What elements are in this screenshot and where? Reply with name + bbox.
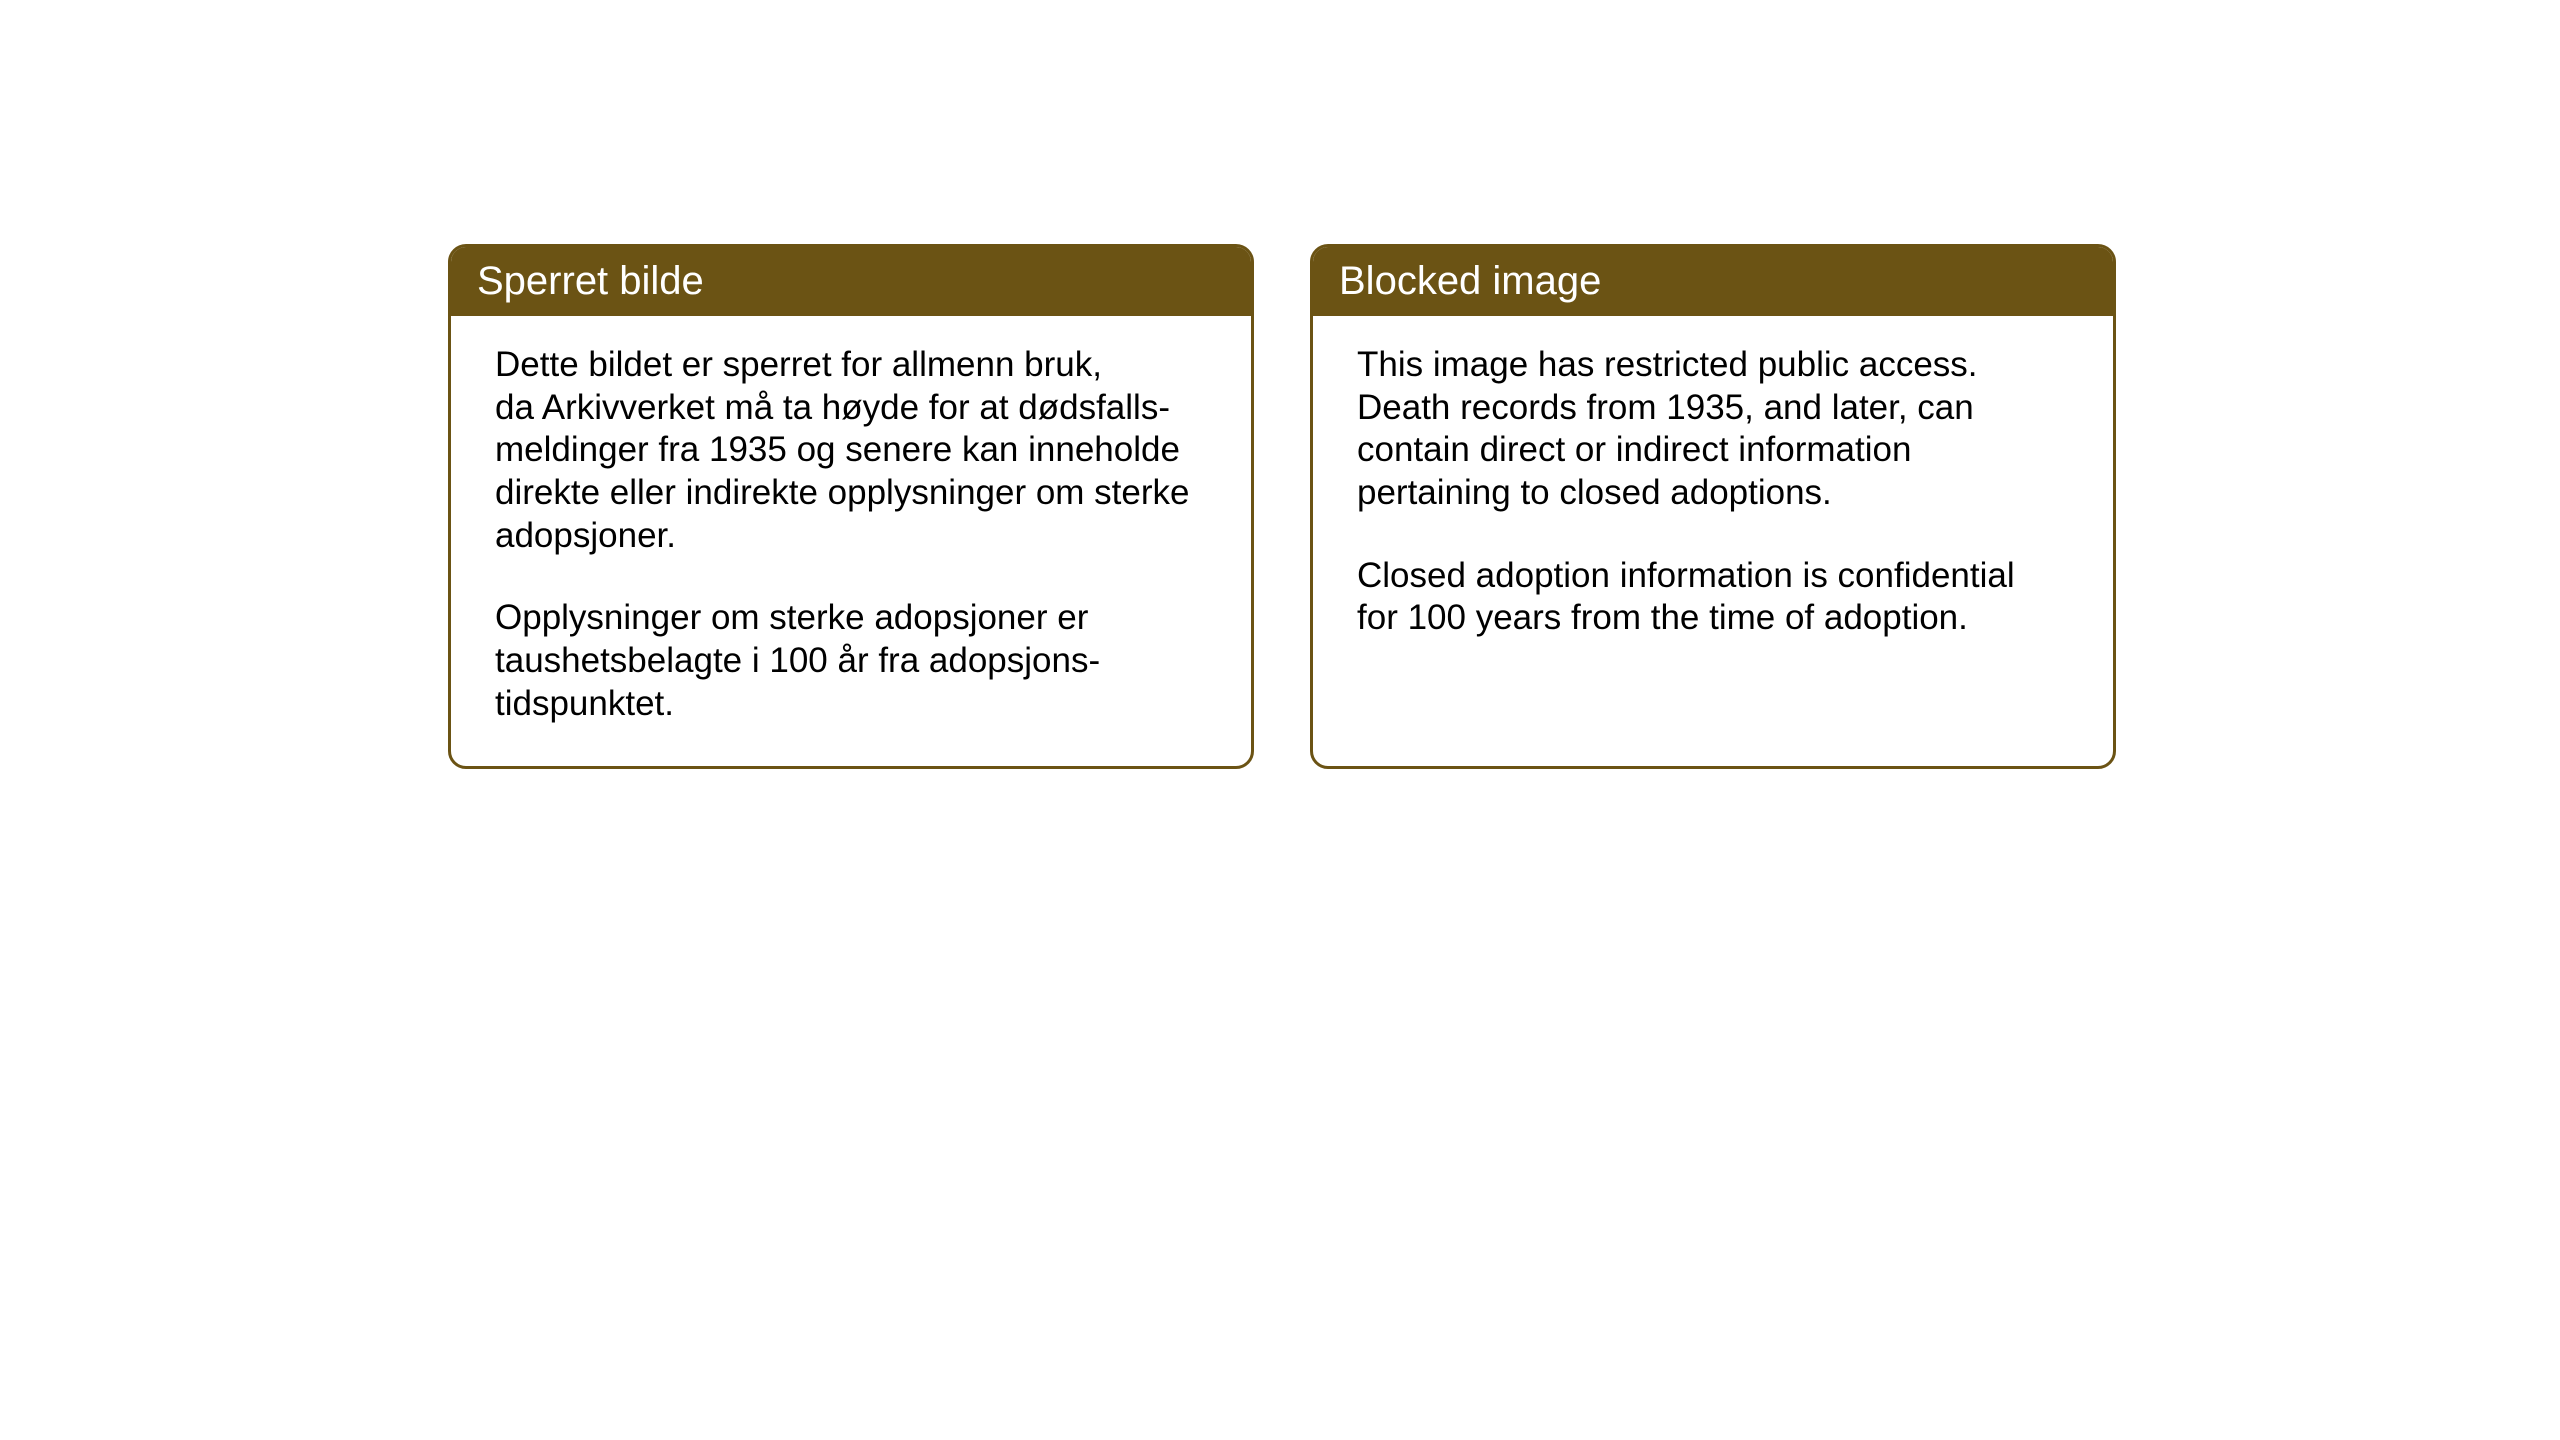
- alert-body-norwegian: Dette bildet er sperret for allmenn bruk…: [451, 316, 1251, 766]
- alert-header-english: Blocked image: [1313, 247, 2113, 316]
- alert-box-english: Blocked image This image has restricted …: [1310, 244, 2116, 769]
- alert-paragraph: Closed adoption information is confident…: [1357, 555, 2069, 640]
- alert-body-english: This image has restricted public access.…: [1313, 316, 2113, 736]
- alert-paragraph: This image has restricted public access.…: [1357, 344, 2069, 515]
- alert-box-norwegian: Sperret bilde Dette bildet er sperret fo…: [448, 244, 1254, 769]
- alert-header-norwegian: Sperret bilde: [451, 247, 1251, 316]
- alert-container: Sperret bilde Dette bildet er sperret fo…: [448, 244, 2116, 769]
- alert-paragraph: Opplysninger om sterke adopsjoner er tau…: [495, 597, 1207, 725]
- alert-paragraph: Dette bildet er sperret for allmenn bruk…: [495, 344, 1207, 557]
